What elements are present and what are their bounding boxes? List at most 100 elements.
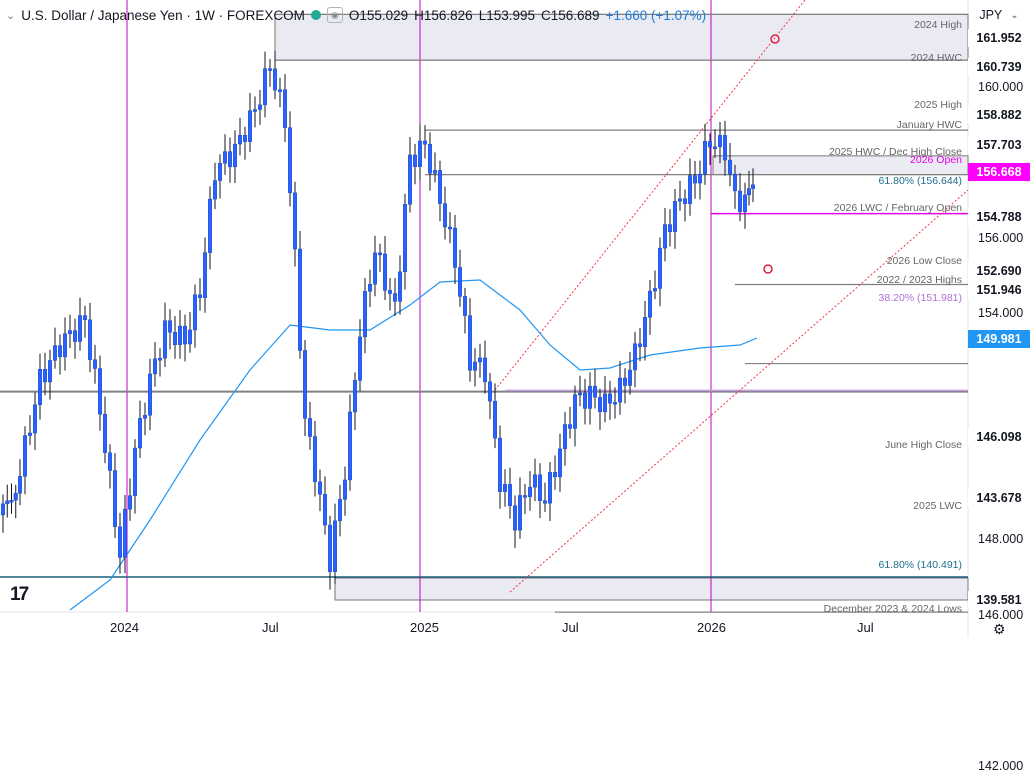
chart-area[interactable]: [0, 0, 1030, 638]
candle-body: [268, 68, 273, 71]
candle-body: [693, 175, 698, 184]
candle-body: [583, 392, 588, 409]
candle-body: [172, 331, 177, 345]
candle-body: [483, 357, 488, 383]
candle-body: [688, 175, 693, 204]
candle-body: [403, 204, 408, 273]
candle-body: [683, 198, 688, 204]
price-level-tag: 151.946: [968, 281, 1030, 299]
candle-body: [142, 415, 147, 419]
candle-body: [43, 369, 48, 383]
candle-body: [147, 373, 152, 416]
candle-body: [548, 471, 553, 504]
candle-body: [598, 397, 603, 413]
chevron-down-icon: ⌄: [1010, 9, 1019, 21]
candle-body: [77, 315, 82, 342]
channel-point-marker: [763, 264, 773, 274]
candle-body: [222, 151, 227, 164]
candle-body: [588, 385, 593, 409]
candle-body: [668, 224, 673, 233]
candle-body: [97, 368, 102, 415]
candle-body: [48, 360, 53, 383]
time-axis-label: 2025: [410, 620, 439, 635]
candle-body: [493, 400, 498, 439]
candle-body: [383, 253, 388, 291]
tradingview-logo-icon[interactable]: 17: [10, 584, 29, 605]
candle-body: [368, 284, 373, 292]
candle-body: [453, 227, 458, 268]
candle-body: [38, 369, 43, 405]
collapse-chevron-icon[interactable]: ⌄: [6, 9, 16, 22]
currency-value: JPY: [979, 8, 1003, 22]
candle-body: [122, 508, 127, 558]
candle-body: [258, 104, 263, 110]
level-annotation: June High Close: [884, 439, 962, 451]
time-axis-label: 2024: [110, 620, 139, 635]
candle-body: [283, 89, 288, 128]
candle-body: [263, 68, 268, 106]
candle-body: [227, 151, 232, 168]
level-annotation: January HWC: [896, 119, 962, 131]
candle-body: [1, 503, 5, 516]
candle-body: [633, 343, 638, 371]
candle-body: [423, 140, 428, 145]
candle-body: [443, 203, 448, 228]
candle-body: [523, 495, 528, 498]
channel-point-marker: [770, 34, 780, 44]
candle-body: [488, 381, 493, 402]
price-tick-label: 148.000: [978, 532, 1024, 547]
candle-body: [563, 424, 568, 450]
candle-body: [698, 173, 703, 184]
candle-body: [478, 357, 483, 363]
level-annotation: 2024 High: [914, 19, 962, 31]
zone-2023-2024-lows: [334, 577, 969, 601]
market-status-dot-icon: [310, 10, 321, 20]
price-level-tag: 154.788: [968, 208, 1030, 226]
candle-body: [137, 418, 142, 449]
price-tick-label: 154.000: [978, 306, 1024, 321]
symbol-title[interactable]: U.S. Dollar / Japanese Yen · 1W · FOREXC…: [21, 7, 305, 23]
candle-body: [87, 319, 92, 360]
currency-dropdown[interactable]: JPY ⌄: [968, 0, 1030, 30]
price-level-tag: 158.882: [968, 106, 1030, 124]
candle-body: [353, 380, 358, 413]
candle-body: [463, 296, 468, 316]
candle-body: [623, 377, 628, 386]
price-tick-label: 146.000: [978, 607, 1024, 622]
ohlc-open: O155.029: [348, 7, 409, 23]
settings-gear-icon[interactable]: ⚙: [993, 621, 1006, 637]
candle-body: [92, 359, 97, 369]
candle-body: [177, 325, 182, 345]
candle-body: [408, 154, 413, 205]
candle-body: [388, 290, 393, 294]
candle-body: [72, 330, 77, 342]
candle-body: [398, 271, 403, 302]
candle-body: [82, 315, 87, 321]
candle-body: [23, 435, 28, 477]
candle-body: [433, 170, 438, 174]
price-tick-label: 160.000: [978, 80, 1024, 94]
level-annotation: 2022 / 2023 Highs: [876, 274, 962, 286]
candle-body: [448, 226, 453, 230]
candle-body: [553, 471, 558, 478]
price-chart[interactable]: [0, 0, 1030, 638]
price-level-tag: 152.690: [968, 262, 1030, 280]
candle-body: [538, 474, 543, 501]
price-level-tag: 161.952: [968, 29, 1030, 47]
candle-body: [733, 173, 738, 192]
candle-body: [33, 404, 38, 434]
time-axis-label: 2026: [697, 620, 726, 635]
chart-header: ⌄ U.S. Dollar / Japanese Yen · 1W · FORE…: [0, 0, 974, 30]
candle-body: [348, 411, 353, 481]
candle-body: [628, 369, 633, 386]
candle-body: [13, 493, 18, 501]
eye-icon[interactable]: ◉: [326, 7, 343, 23]
candle-body: [58, 345, 63, 358]
candle-body: [217, 163, 222, 181]
candle-body: [18, 476, 23, 494]
candle-body: [418, 140, 423, 167]
candle-body: [192, 294, 197, 331]
price-level-tag: 160.739: [968, 58, 1030, 76]
level-annotation: 38.20% (151.981): [878, 292, 962, 304]
price-level-tag: 146.098: [968, 428, 1030, 446]
